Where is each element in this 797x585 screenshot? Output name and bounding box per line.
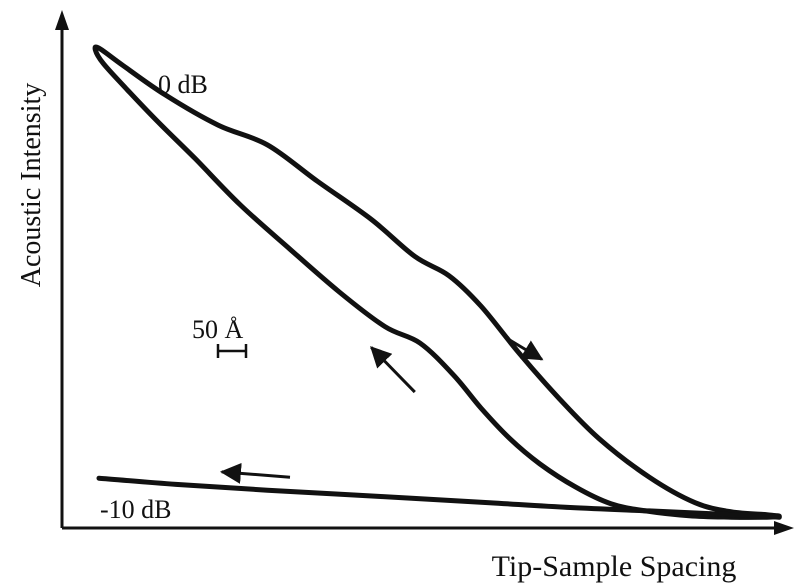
scale-bar: [216, 344, 248, 358]
scale-bar-label: 50 Å: [192, 315, 244, 344]
y-axis-arrowhead: [55, 10, 69, 30]
arrow-lower-left: [219, 462, 291, 484]
y-axis-label: Acoustic Intensity: [16, 83, 47, 288]
series-line-1: [96, 475, 782, 520]
x-axis-arrowhead: [774, 521, 794, 535]
x-axis-label: Tip-Sample Spacing: [492, 550, 737, 583]
series-line-0: [92, 44, 782, 520]
series-layer: [92, 44, 782, 520]
arrow-upper-right: [509, 338, 544, 361]
arrow-middle-left: [370, 346, 416, 394]
series-label-minus10db: -10 dB: [100, 495, 172, 524]
arrow-layer: [219, 338, 544, 484]
series-label-0db: 0 dB: [158, 70, 208, 99]
